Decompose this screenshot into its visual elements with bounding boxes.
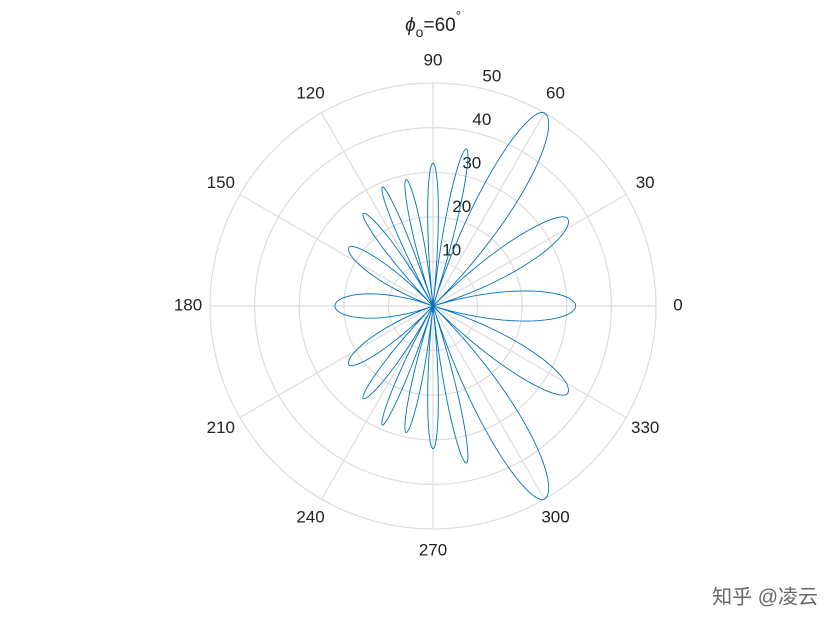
r-grid-ring: [254, 127, 612, 485]
r-grid-ring: [209, 82, 657, 530]
r-tick-label: 50: [482, 67, 501, 86]
theta-tick-label: 300: [541, 508, 569, 527]
theta-tick-label: 180: [174, 295, 202, 314]
watermark: 知乎 @凌云: [712, 585, 818, 608]
theta-grid-line: [432, 305, 546, 500]
title-text: =60: [423, 15, 455, 36]
r-tick-label: 20: [452, 197, 471, 216]
theta-grid-line: [239, 305, 434, 419]
title-subscript: o: [416, 24, 424, 40]
theta-tick-label: 90: [424, 50, 443, 69]
chart-title: ϕo=60°: [405, 8, 461, 39]
polar-line: [334, 111, 577, 501]
title-superscript: °: [456, 8, 461, 23]
theta-tick-label: 30: [636, 173, 655, 192]
theta-tick-label: 150: [207, 173, 235, 192]
title-symbol: ϕ: [405, 15, 416, 36]
r-tick-label: 40: [472, 110, 491, 129]
theta-tick-label: 210: [207, 418, 235, 437]
theta-tick-label: 240: [296, 508, 324, 527]
theta-tick-label: 270: [419, 540, 447, 559]
theta-grid-line: [432, 193, 627, 307]
r-grid-ring: [298, 171, 568, 441]
theta-tick-label: 330: [631, 418, 659, 437]
theta-tick-label: 60: [546, 83, 565, 102]
theta-tick-label: 0: [673, 295, 682, 314]
r-tick-label: 10: [442, 240, 461, 259]
r-tick-label: 30: [462, 153, 481, 172]
theta-tick-label: 120: [296, 83, 324, 102]
r-grid-ring: [343, 216, 523, 396]
r-grid-ring: [387, 260, 479, 352]
theta-grid-line: [239, 193, 434, 307]
theta-grid-line: [432, 112, 546, 307]
theta-grid-line: [432, 305, 627, 419]
